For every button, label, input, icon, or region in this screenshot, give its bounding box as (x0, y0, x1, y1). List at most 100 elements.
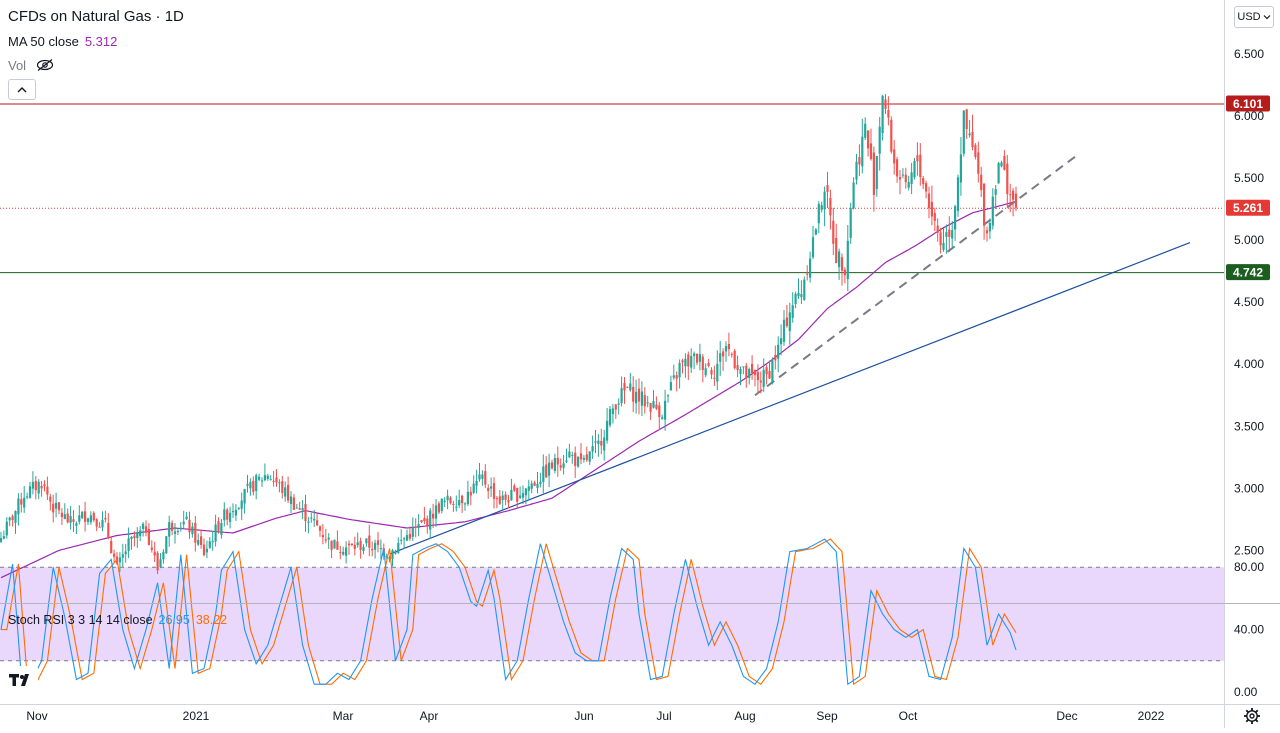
chevron-up-icon (17, 86, 27, 92)
price-tick-label: 5.000 (1234, 233, 1264, 247)
candle-body (516, 487, 519, 502)
candle-body (214, 524, 217, 542)
candle-body (608, 409, 612, 426)
candle-body (287, 484, 290, 501)
stoch-legend[interactable]: Stoch RSI 3 3 14 14 close 26.95 38.22 (8, 613, 227, 627)
candle-body (278, 482, 281, 484)
candle-body (211, 541, 214, 543)
candle-body (327, 537, 330, 540)
ma-legend[interactable]: MA 50 close 5.312 (8, 34, 117, 49)
candle-body (490, 486, 493, 489)
candle-body (507, 499, 510, 503)
candle-body (927, 193, 931, 209)
candle-body (774, 355, 777, 361)
candle-body (539, 481, 542, 485)
candle-body (791, 305, 794, 318)
gear-icon (1244, 708, 1260, 724)
candle-body (571, 454, 574, 456)
candle-body (411, 527, 414, 537)
candle-body (916, 155, 919, 162)
chart-settings-button[interactable] (1243, 707, 1261, 730)
candle-body (5, 521, 8, 536)
candle-body (765, 367, 768, 375)
candle-body (707, 363, 710, 366)
candle-body (321, 535, 324, 538)
candle-body (40, 486, 43, 489)
eye-hidden-icon[interactable] (36, 58, 54, 75)
candle-body (498, 496, 501, 504)
candle-body (678, 362, 681, 378)
candle-body (875, 155, 878, 189)
candle-body (252, 480, 255, 492)
candle-body (820, 205, 823, 210)
candle-body (716, 363, 719, 382)
candle-body (742, 366, 745, 368)
candle-body (365, 538, 368, 544)
candle-body (458, 499, 461, 506)
candle-body (246, 483, 249, 486)
candle-body (753, 369, 757, 376)
candle-body (614, 404, 617, 410)
tradingview-logo[interactable] (6, 666, 38, 694)
ma-value: 5.312 (84, 34, 118, 49)
candle-body (81, 511, 84, 519)
candle-body (893, 149, 896, 164)
candle-body (168, 522, 171, 537)
candle-body (1006, 163, 1009, 195)
time-tick-label: Nov (26, 709, 47, 723)
candle-body (591, 446, 594, 452)
candle-body (603, 437, 606, 451)
channel-trendline-dashed (754, 152, 1081, 397)
candle-body (353, 544, 356, 550)
candle-body (110, 540, 113, 554)
candle-body (55, 502, 58, 509)
candle-body (423, 518, 426, 522)
currency-selector[interactable]: USD (1234, 6, 1274, 28)
stoch-band-fill (0, 567, 1224, 661)
candle-body (930, 201, 933, 217)
candle-body (403, 538, 406, 540)
candle-body (202, 544, 206, 556)
candle-body (823, 191, 826, 210)
candle-body (333, 539, 336, 549)
candle-body (722, 351, 725, 357)
candle-body (388, 557, 391, 560)
candle-body (118, 557, 121, 563)
trendlines (389, 152, 1191, 555)
candle-body (1003, 156, 1006, 170)
candle-body (510, 489, 513, 501)
candle-body (226, 509, 229, 520)
candle-body (985, 230, 989, 234)
candle-body (23, 497, 26, 508)
candle-body (182, 521, 185, 525)
candle-body (217, 521, 220, 531)
candle-body (887, 110, 890, 118)
stoch-tick-label: 80.00 (1234, 560, 1264, 574)
candle-body (777, 344, 780, 359)
volume-legend[interactable]: Vol (8, 58, 54, 75)
candle-body (664, 400, 667, 420)
candle-body (533, 482, 536, 486)
collapse-legend-button[interactable] (8, 79, 36, 100)
candle-body (440, 498, 443, 511)
candle-body (594, 441, 597, 443)
candle-body (185, 516, 188, 520)
candle-body (504, 494, 507, 500)
candle-body (878, 126, 881, 154)
candle-body (872, 152, 875, 196)
time-tick-label: 2022 (1138, 709, 1165, 723)
candle-body (69, 516, 72, 523)
candle-body (385, 556, 388, 558)
candle-body (98, 526, 101, 528)
candle-body (727, 343, 730, 350)
price-tag-resistance (1226, 95, 1270, 112)
candle-body (606, 420, 609, 441)
candle-body (901, 174, 904, 176)
candle-body (275, 477, 278, 483)
candle-body (26, 496, 29, 498)
candle-body (849, 208, 852, 238)
candle-body (371, 549, 374, 551)
candle-body (838, 251, 841, 268)
